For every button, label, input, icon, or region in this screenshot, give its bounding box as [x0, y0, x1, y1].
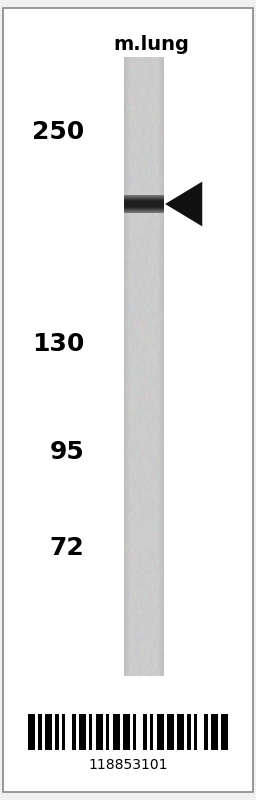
Bar — [55, 714, 59, 750]
Bar — [143, 714, 147, 750]
Polygon shape — [165, 182, 202, 226]
Bar — [96, 714, 103, 750]
Text: 95: 95 — [50, 440, 84, 464]
Bar — [62, 714, 65, 750]
Bar — [177, 714, 184, 750]
Bar — [150, 714, 153, 750]
Bar — [211, 714, 218, 750]
Bar — [204, 714, 208, 750]
Bar — [157, 714, 164, 750]
Text: 130: 130 — [32, 332, 84, 356]
Text: 118853101: 118853101 — [88, 758, 168, 772]
Bar — [28, 714, 35, 750]
Bar — [106, 714, 109, 750]
Text: 72: 72 — [50, 536, 84, 560]
Text: 250: 250 — [32, 120, 84, 144]
Bar — [167, 714, 174, 750]
Bar — [38, 714, 42, 750]
Bar — [133, 714, 136, 750]
Text: m.lung: m.lung — [113, 34, 189, 54]
Bar — [187, 714, 191, 750]
Bar — [113, 714, 120, 750]
Bar — [194, 714, 197, 750]
Bar — [89, 714, 92, 750]
Bar — [221, 714, 228, 750]
Bar — [123, 714, 130, 750]
Bar — [79, 714, 86, 750]
Bar — [72, 714, 76, 750]
Bar — [45, 714, 52, 750]
